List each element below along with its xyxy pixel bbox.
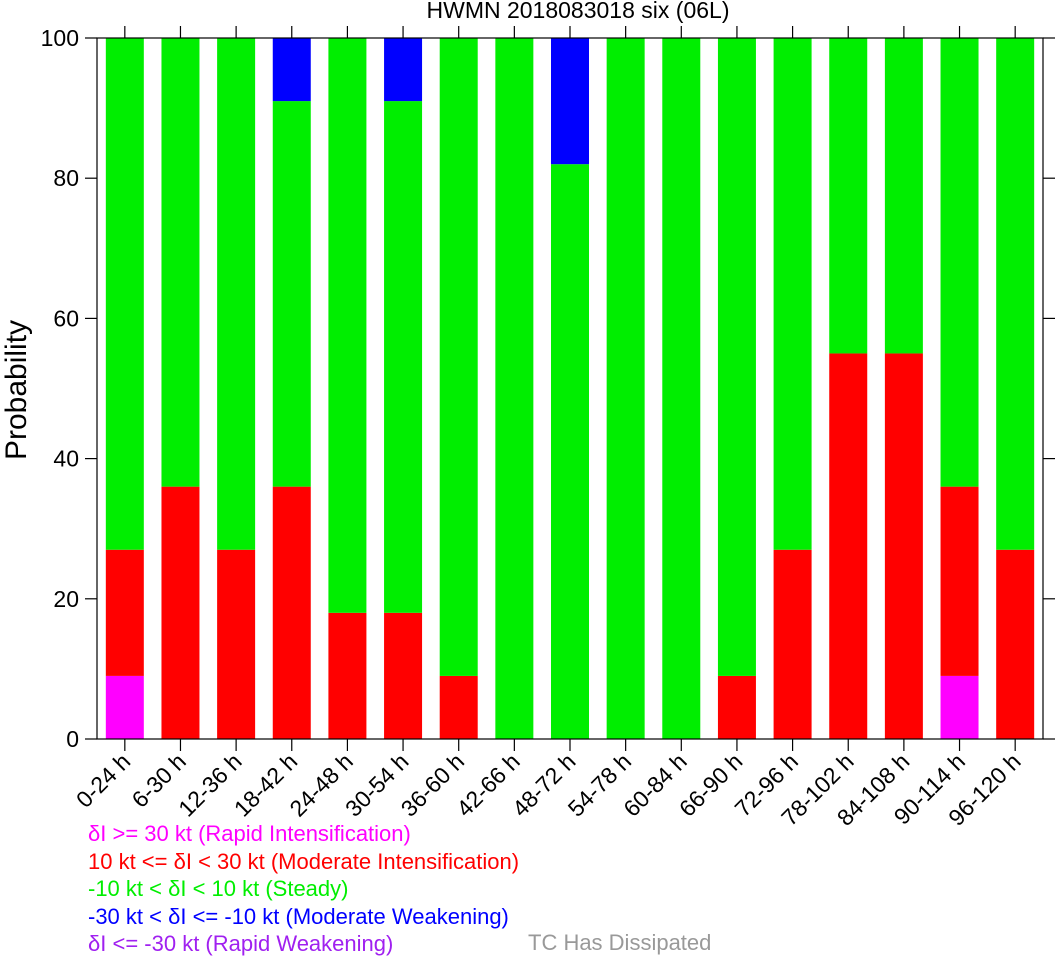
bar-segment-12-36h-s2 bbox=[217, 38, 256, 550]
bar-segment-60-84h-s2 bbox=[662, 38, 701, 739]
bar-segment-72-96h-s1 bbox=[773, 549, 812, 739]
y-tick-label: 20 bbox=[53, 586, 79, 612]
bar-segment-78-102h-s2 bbox=[829, 38, 868, 354]
bar-segment-54-78h-s2 bbox=[606, 38, 645, 739]
legend-entry-steady: -10 kt < δI < 10 kt (Steady) bbox=[88, 876, 349, 901]
legend-entry-dissipated: TC Has Dissipated bbox=[528, 930, 712, 955]
bar-segment-24-48h-s2 bbox=[328, 38, 367, 613]
bar-segment-36-60h-s1 bbox=[439, 675, 478, 739]
bar-segment-48-72h-s2 bbox=[551, 164, 589, 739]
legend-entry-moderate-weakening: -30 kt < δI <= -10 kt (Moderate Weakenin… bbox=[88, 903, 509, 929]
y-tick-label: 0 bbox=[66, 726, 79, 752]
x-tick-label: 0-24 h bbox=[71, 748, 136, 813]
y-tick-label: 60 bbox=[53, 305, 79, 331]
bar-segment-0-24h-s1 bbox=[105, 549, 144, 676]
bar-segment-42-66h-s2 bbox=[495, 38, 534, 739]
bar-segment-30-54h-s2 bbox=[384, 101, 423, 613]
bar-segment-12-36h-s1 bbox=[217, 549, 256, 739]
legend-entry-rapid-weakening: δI <= -30 kt (Rapid Weakening) bbox=[88, 931, 394, 956]
bar-segment-96-120h-s2 bbox=[996, 38, 1035, 550]
bar-segment-30-54h-s1 bbox=[384, 612, 423, 739]
bar-segment-78-102h-s1 bbox=[829, 353, 868, 739]
bar-segment-0-24h-s2 bbox=[105, 38, 144, 550]
bar-segment-18-42h-s2 bbox=[272, 101, 311, 487]
bar-segment-96-120h-s1 bbox=[996, 549, 1035, 739]
bar-segment-66-90h-s2 bbox=[717, 38, 756, 676]
bar-segment-18-42h-s3 bbox=[272, 38, 311, 102]
y-tick-label: 80 bbox=[53, 165, 79, 191]
y-tick-label: 40 bbox=[53, 446, 79, 472]
bar-segment-84-108h-s1 bbox=[884, 353, 923, 739]
legend-entry-moderate-intensification: 10 kt <= δI < 30 kt (Moderate Intensific… bbox=[88, 848, 520, 874]
legend: δI >= 30 kt (Rapid Intensification) 10 k… bbox=[88, 820, 519, 958]
y-axis-label: Probability bbox=[0, 320, 33, 460]
bar-segment-72-96h-s2 bbox=[773, 38, 812, 550]
bar-segment-90-114h-s1 bbox=[940, 486, 979, 676]
bar-segment-6-30h-s2 bbox=[161, 38, 200, 487]
legend-entry-rapid-intensification: δI >= 30 kt (Rapid Intensification) bbox=[88, 821, 411, 846]
bar-segment-90-114h-s0 bbox=[940, 675, 979, 739]
bar-segment-0-24h-s0 bbox=[105, 675, 144, 739]
bar-segment-90-114h-s2 bbox=[940, 38, 979, 487]
bar-segment-84-108h-s2 bbox=[884, 38, 923, 354]
bar-segment-6-30h-s1 bbox=[161, 486, 200, 739]
bar-segment-36-60h-s2 bbox=[439, 38, 478, 676]
bar-segment-66-90h-s1 bbox=[717, 675, 756, 739]
bar-segment-48-72h-s3 bbox=[551, 38, 589, 165]
y-tick-label: 100 bbox=[41, 25, 79, 51]
bar-segment-30-54h-s3 bbox=[384, 38, 423, 102]
chart-title: HWMN 2018083018 six (06L) bbox=[427, 0, 730, 23]
bar-segment-18-42h-s1 bbox=[272, 486, 311, 739]
bar-segment-24-48h-s1 bbox=[328, 612, 367, 739]
